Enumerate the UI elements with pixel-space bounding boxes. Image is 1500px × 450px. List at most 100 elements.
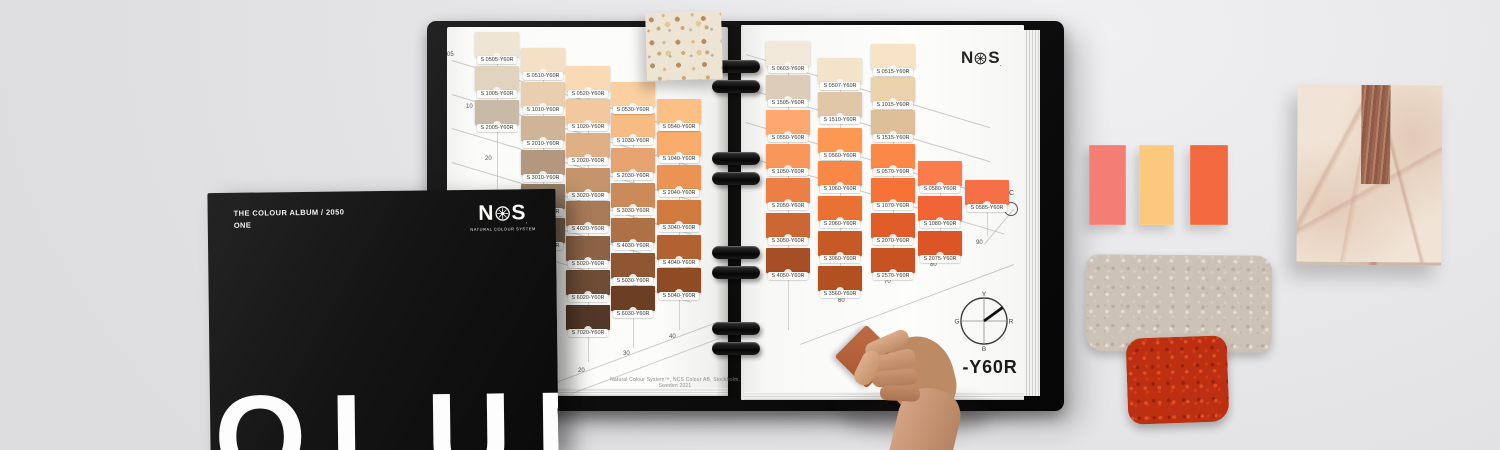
swatch-code-label: S 1050-Y60R	[768, 168, 808, 176]
swatch-notch	[889, 165, 897, 169]
color-swatch	[766, 75, 810, 100]
left-page-axis-number: 20	[578, 368, 585, 374]
color-swatch	[475, 66, 519, 91]
color-swatch	[871, 110, 915, 135]
color-swatch	[766, 178, 810, 203]
hue-circle-label-b: B	[982, 346, 986, 352]
swatch-notch	[493, 121, 501, 125]
color-swatch	[965, 180, 1009, 205]
color-swatch	[818, 128, 862, 153]
swatch-code-label: S 0507-Y60R	[820, 82, 860, 90]
swatch-code-label: S 0585-Y60R	[967, 204, 1007, 212]
color-swatch	[566, 168, 610, 193]
swatch-code-label: S 0520-Y60R	[568, 90, 608, 98]
ncs-letter-n: N	[478, 201, 494, 225]
swatch-code-label: S 0515-Y60R	[873, 68, 913, 76]
ncs-colour-wheel-icon	[973, 52, 988, 65]
color-swatch	[818, 92, 862, 117]
swatch-code-label: S 1515-Y60R	[873, 134, 913, 142]
color-swatch	[657, 99, 701, 124]
swatch-notch	[836, 113, 844, 117]
swatch-notch	[784, 96, 792, 100]
swatch-code-label: S 1505-Y60R	[768, 99, 808, 107]
coral-card	[1089, 145, 1126, 225]
color-swatch	[918, 161, 962, 186]
swatch-notch	[889, 234, 897, 238]
swatch-notch	[629, 134, 637, 138]
swatch-code-label: S 2040-Y60R	[659, 189, 699, 197]
swatch-notch	[629, 204, 637, 208]
swatch-code-label: S 1015-Y60R	[873, 101, 913, 109]
swatch-code-label: S 2050-Y60R	[768, 202, 808, 210]
color-swatch	[871, 213, 915, 238]
right-page-axis-number: 90	[976, 240, 983, 246]
swatch-notch	[629, 239, 637, 243]
swatch-code-label: S 4050-Y60R	[768, 272, 808, 280]
swatch-notch	[675, 120, 683, 124]
swatch-code-label: S 2075-Y60R	[920, 255, 960, 263]
swatch-notch	[836, 217, 844, 221]
swatch-notch	[629, 103, 637, 107]
color-swatch	[766, 213, 810, 238]
swatch-notch	[629, 274, 637, 278]
swatch-code-label: S 0570-Y60R	[873, 168, 913, 176]
swatch-notch	[836, 79, 844, 83]
swatch-notch	[584, 120, 592, 124]
color-swatch	[871, 178, 915, 203]
swatch-code-label: S 0560-Y60R	[820, 152, 860, 160]
color-swatch	[918, 196, 962, 221]
binder-ring	[712, 60, 760, 73]
page-stack-edge-left-bottom	[452, 388, 728, 396]
swatch-code-label: S 2030-Y60R	[613, 172, 653, 180]
swatch-notch	[675, 256, 683, 260]
hue-circle-label-g: G	[954, 319, 959, 326]
swatch-code-label: S 5020-Y60R	[568, 260, 608, 268]
swatch-notch	[675, 186, 683, 190]
swatch-code-label: S 1030-Y60R	[613, 137, 653, 145]
swatch-notch	[784, 62, 792, 66]
color-swatch	[611, 218, 655, 243]
binder-ring	[712, 152, 760, 165]
swatch-notch	[539, 69, 547, 73]
swatch-notch	[584, 154, 592, 158]
swatch-notch	[493, 87, 501, 91]
swatch-code-label: S 2070-Y60R	[873, 237, 913, 245]
right-page-axis-number: 80	[930, 262, 937, 268]
swatch-notch	[784, 269, 792, 273]
swatch-notch	[629, 307, 637, 311]
hue-page-title: -Y60R	[962, 357, 1018, 377]
binder-ring	[712, 266, 760, 279]
chromaticness-axis-label: C	[1009, 190, 1015, 197]
color-swatch	[566, 133, 610, 158]
pinky-finger	[879, 384, 921, 403]
swatch-code-label: S 1010-Y60R	[523, 106, 563, 114]
color-swatch	[766, 110, 810, 135]
color-swatch	[611, 148, 655, 173]
left-page-axis-number: 05	[447, 52, 454, 58]
swatch-code-label: S 5040-Y60R	[659, 292, 699, 300]
ncs-logo-subtitle: NATURAL COLOUR SYSTEM	[470, 226, 536, 232]
swatch-code-label: S 7020-Y60R	[568, 329, 608, 337]
swatch-notch	[889, 98, 897, 102]
binder-ring	[712, 322, 760, 335]
color-swatch	[871, 44, 915, 69]
red-carpet-sample	[1125, 335, 1230, 425]
swatch-code-label: S 2010-Y60R	[523, 140, 563, 148]
ncs-letter-n: N	[961, 48, 974, 67]
color-swatch	[611, 113, 655, 138]
right-page-axis-number: 60	[838, 298, 845, 304]
color-swatch	[521, 48, 565, 73]
swatch-code-label: S 0510-Y60R	[523, 72, 563, 80]
left-page-column-line	[633, 86, 634, 348]
swatch-code-label: S 3560-Y60R	[820, 290, 860, 298]
binder-ring	[712, 172, 760, 185]
yellow-card	[1139, 145, 1174, 225]
swatch-notch	[675, 289, 683, 293]
swatch-notch	[836, 252, 844, 256]
swatch-code-label: S 1070-Y60R	[873, 202, 913, 210]
swatch-notch	[784, 199, 792, 203]
binder-ring	[712, 342, 760, 355]
